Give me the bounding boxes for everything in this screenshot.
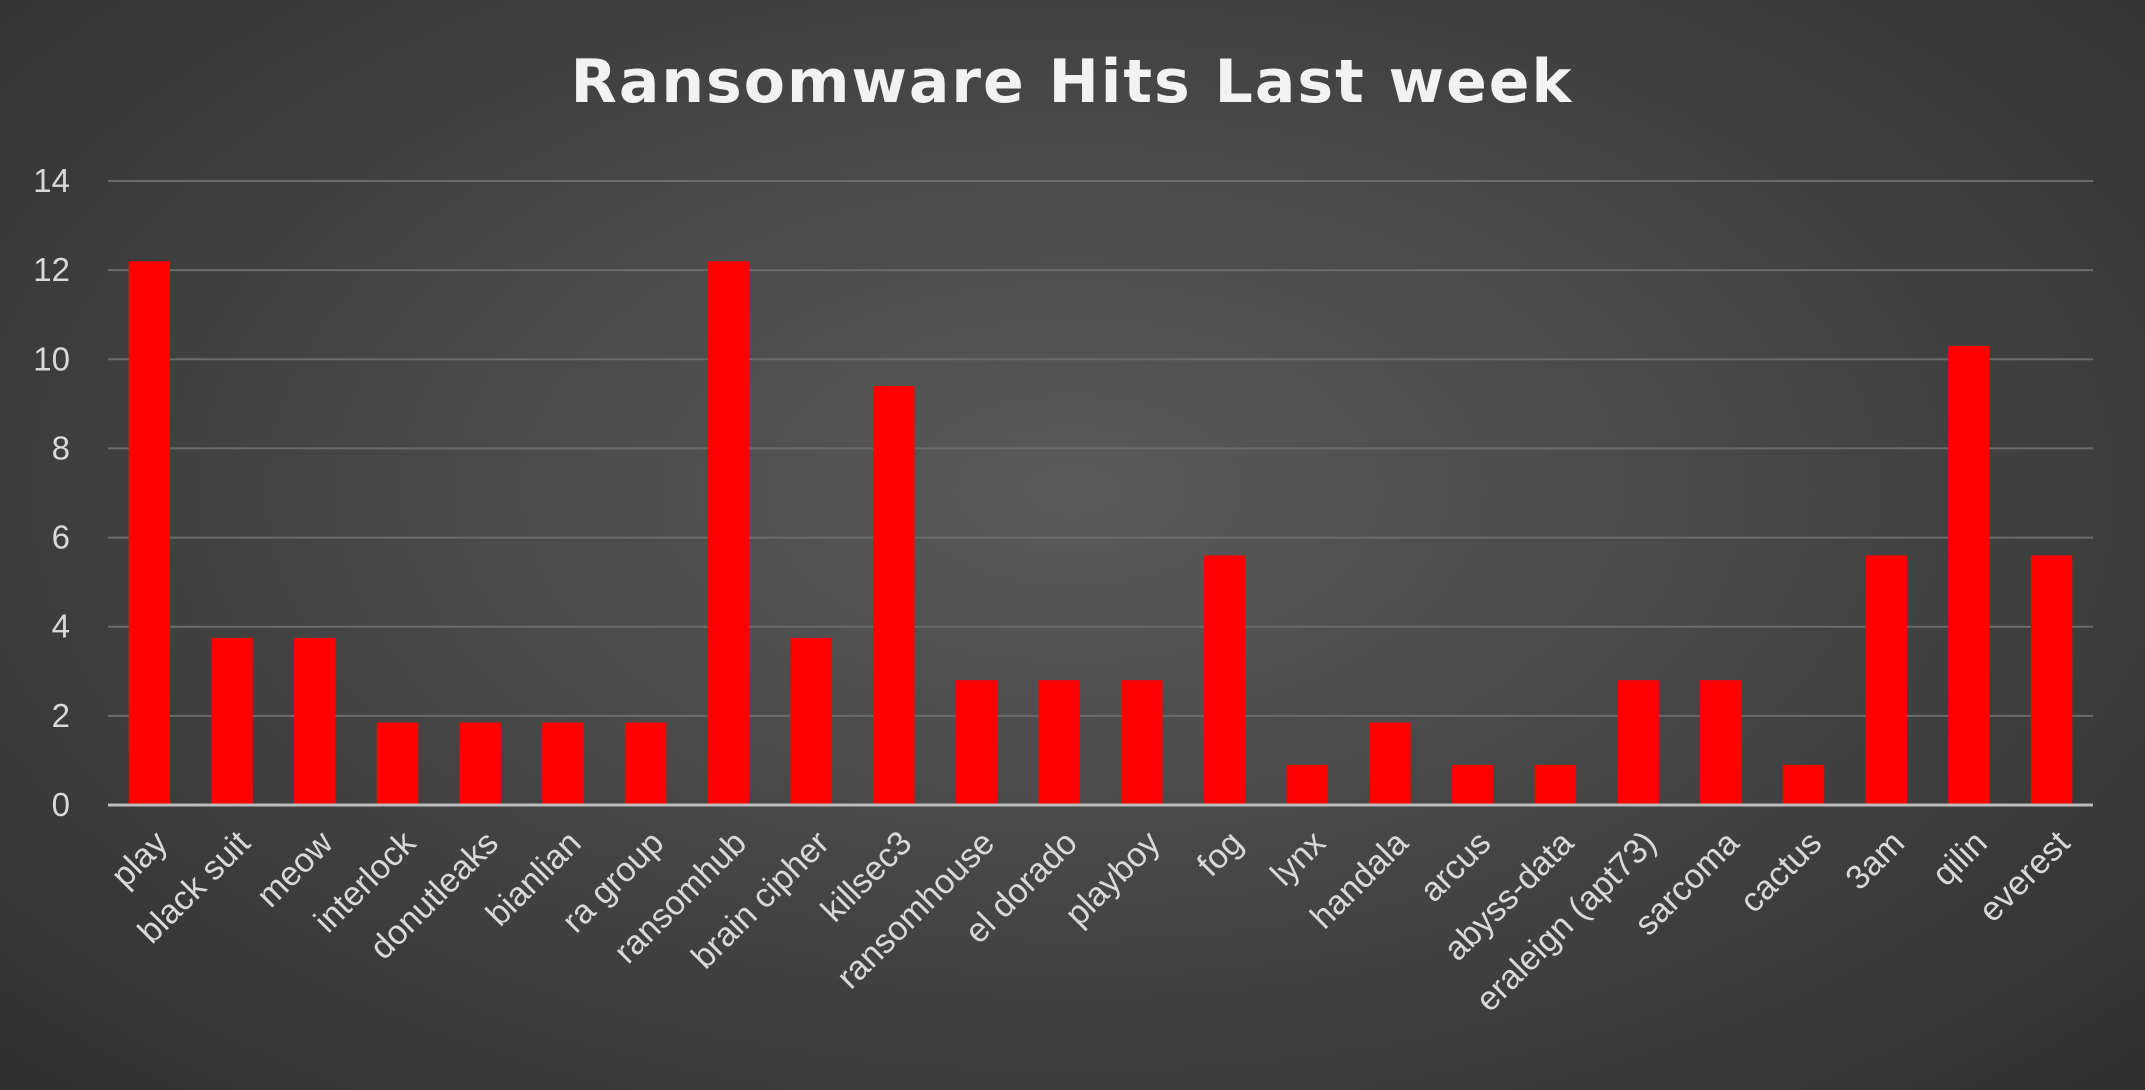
- bar-black-suit: [211, 637, 253, 805]
- bar-donutleaks: [459, 722, 501, 805]
- bar-killsec3: [873, 386, 915, 805]
- bars: [128, 261, 2073, 805]
- y-tick-label: 12: [33, 251, 70, 288]
- y-axis-tick-labels: 0 2 4 6 8 10 12 14: [33, 162, 70, 823]
- bar-everest: [2030, 555, 2073, 805]
- bar-qilin: [1948, 345, 1990, 805]
- x-category-label: 3am: [1838, 824, 1912, 898]
- y-tick-label: 8: [52, 429, 70, 466]
- bar-playboy: [1121, 680, 1163, 805]
- y-tick-label: 6: [52, 519, 70, 556]
- x-category-label: cactus: [1733, 824, 1829, 920]
- y-tick-label: 14: [33, 162, 70, 199]
- gridlines: [108, 180, 2093, 717]
- x-category-label: qilin: [1925, 824, 1995, 894]
- x-category-label: fog: [1190, 824, 1250, 884]
- bar-bianlian: [542, 722, 584, 805]
- bar-interlock: [376, 722, 419, 805]
- bar-ransomhub: [707, 261, 749, 805]
- bar-brain-cipher: [790, 637, 832, 805]
- x-category-label: everest: [1972, 823, 2078, 929]
- bar-eraleign-apt73: [1617, 680, 1659, 805]
- x-category-label: play: [104, 824, 175, 895]
- bar-play: [128, 261, 171, 805]
- bar-ra-group: [624, 722, 667, 805]
- bar-abyss-data: [1534, 764, 1577, 805]
- chart-title: Ransomware Hits Last week: [571, 47, 1574, 117]
- bar-sarcoma: [1700, 680, 1742, 805]
- bar-ransomhouse: [955, 680, 998, 805]
- bar-lynx: [1286, 764, 1328, 805]
- y-tick-label: 0: [52, 786, 70, 823]
- y-tick-label: 2: [52, 697, 70, 734]
- bar-meow: [294, 637, 336, 805]
- bar-cactus: [1782, 764, 1825, 805]
- x-category-label: lynx: [1263, 824, 1333, 894]
- y-tick-label: 4: [52, 608, 70, 645]
- bar-handala: [1369, 722, 1411, 805]
- bar-arcus: [1452, 764, 1494, 805]
- bar-el-dorado: [1038, 680, 1080, 805]
- bar-fog: [1203, 555, 1246, 805]
- y-tick-label: 10: [33, 340, 70, 377]
- bar-3am: [1865, 555, 1907, 805]
